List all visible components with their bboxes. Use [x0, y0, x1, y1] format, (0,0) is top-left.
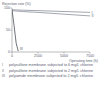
x-axis: [12, 52, 90, 53]
x-tick-label: 0: [11, 54, 13, 58]
legend-text: polysulfone membrane subjected to 2 mg/L…: [9, 69, 93, 73]
plot-area: [12, 10, 90, 51]
y-axis-label: Rejection rate (%): [2, 2, 31, 6]
y-tick-label: 100: [4, 6, 10, 10]
x-tick-label: 2500: [34, 54, 42, 58]
legend-text: polysulfone membrane subjected to 6 mg/L…: [9, 63, 93, 67]
y-tick-label: 0: [8, 50, 10, 54]
x-tick-label: 5000: [60, 54, 68, 58]
series-label: III: [20, 47, 23, 51]
chart: 0 50 100 0 2500 5000 7500 Rejection rate (%) Ope…: [0, 0, 100, 85]
y-tick: [11, 30, 13, 31]
series-line: [12, 11, 90, 16]
series-label: II: [92, 14, 94, 18]
y-tick-label: 50: [6, 28, 10, 32]
series-line: [12, 10, 90, 13]
legend-text: polyamide membrane subjected to 2 mg/L c…: [9, 74, 93, 78]
series-line: [12, 10, 18, 51]
legend-key: II: [2, 69, 4, 73]
y-tick: [11, 8, 13, 9]
legend-key: I: [2, 63, 3, 67]
x-axis-label: Operating time (h): [69, 59, 98, 63]
legend-key: III: [2, 74, 5, 78]
y-tick: [11, 52, 13, 53]
x-tick-label: 7500: [86, 54, 94, 58]
